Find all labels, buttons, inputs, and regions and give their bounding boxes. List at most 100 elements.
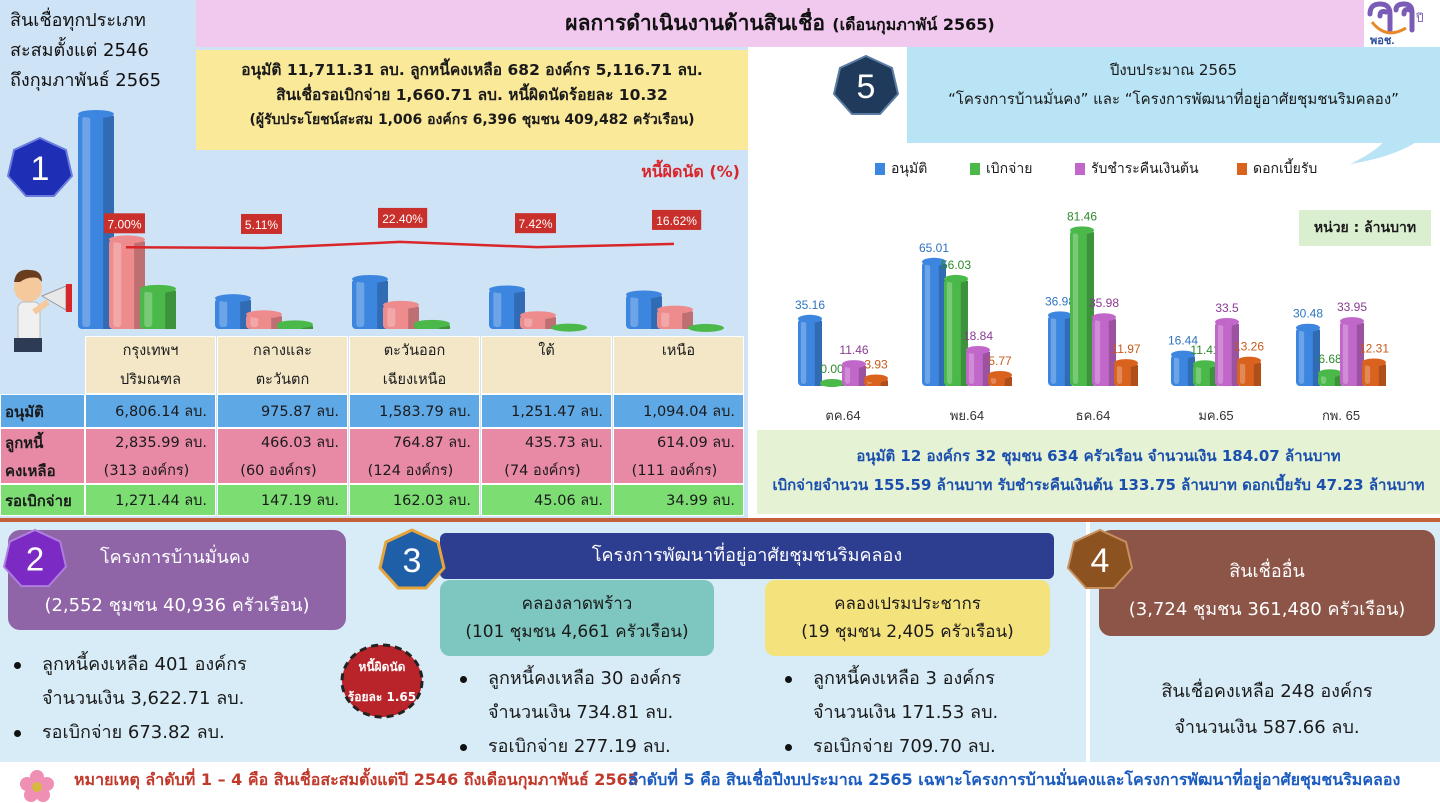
- table-cell: 147.19 ลบ.: [217, 484, 348, 516]
- section4-line2: จำนวนเงิน 587.66 ลบ.: [1174, 717, 1360, 738]
- cell-line2: (313 องค์กร): [103, 463, 190, 479]
- npl-label: 7.42%: [518, 217, 552, 231]
- bar-0-2: [1048, 311, 1072, 386]
- table-header-line1: กรุงเทพฯ: [122, 343, 179, 359]
- list-item: ลูกหนี้คงเหลือ 30 องค์กร จำนวนเงิน 734.81…: [456, 662, 756, 730]
- bar-2-1: [966, 345, 990, 386]
- x-tick-label: ธค.64: [1076, 408, 1111, 423]
- cell-line1: 466.03 ลบ.: [260, 435, 339, 451]
- bar-1-4: [657, 305, 693, 329]
- bar-1-3: [1193, 360, 1217, 386]
- data-label: 36.98: [1045, 294, 1075, 308]
- bar-3-1: [988, 370, 1012, 386]
- npl-label: 16.62%: [656, 214, 697, 228]
- bar-2-4: [688, 323, 724, 332]
- section4-details: สินเชื่อคงเหลือ 248 องค์กร จำนวนเงิน 587…: [1099, 674, 1435, 746]
- section2-subtitle: (2,552 ชุมชน 40,936 ครัวเรือน): [44, 595, 310, 616]
- cell-line1: 1,583.79 ลบ.: [379, 404, 471, 420]
- section2-bullet2: รอเบิกจ่าย 673.82 ลบ.: [42, 722, 225, 743]
- bar-2-0: [140, 284, 176, 329]
- ladprao-bullet1-line2: จำนวนเงิน 734.81 ลบ.: [488, 702, 674, 723]
- bar-3-3: [1237, 356, 1261, 386]
- table-cell: 162.03 ลบ.: [349, 484, 480, 516]
- list-item: รอเบิกจ่าย 277.19 ลบ.: [456, 730, 756, 764]
- bar-1-4: [1318, 369, 1342, 386]
- summary1-line3: (ผู้รับประโยชน์สะสม 1,006 องค์กร 6,396 ช…: [249, 112, 695, 128]
- table-cell: 1,271.44 ลบ.: [85, 484, 216, 516]
- bar-3-2: [1114, 359, 1138, 386]
- section5-callout: ปีงบประมาณ 2565 “โครงการบ้านมั่นคง” และ …: [907, 47, 1440, 143]
- bar-0-1: [215, 294, 251, 329]
- summary1-line2: สินเชื่อรอเบิกจ่าย 1,660.71 ลบ. หนี้ผิดน…: [276, 86, 668, 104]
- cell-line1: 147.19 ลบ.: [260, 493, 339, 509]
- cell-line1: 2,835.99 ลบ.: [115, 435, 207, 451]
- cell-line1: 34.99 ลบ.: [666, 493, 735, 509]
- badge5-number: 5: [857, 68, 876, 106]
- section5-number-badge: 5: [832, 54, 900, 118]
- bar-0-1: [922, 257, 946, 386]
- table-cell: 975.87 ลบ.: [217, 394, 348, 428]
- footer-note-2: ลำดับที่ 5 คือ สินเชื่อปีงบประมาณ 2565 เ…: [628, 770, 1401, 789]
- npl-label-box: [378, 207, 428, 228]
- bar-1-2: [383, 300, 419, 329]
- data-label: 13.26: [1234, 340, 1264, 354]
- flower-icon: [20, 770, 54, 802]
- section5-summary: อนุมัติ 12 องค์กร 32 ชุมชน 634 ครัวเรือน…: [757, 430, 1440, 514]
- data-label: 12.31: [1359, 341, 1389, 355]
- bar-2-2: [1092, 313, 1116, 386]
- cell-line1: 1,094.04 ลบ.: [643, 404, 735, 420]
- data-label: 81.46: [1067, 209, 1097, 223]
- bar-0-4: [626, 290, 662, 329]
- footer-note-1: หมายเหตุ ลำดับที่ 1 – 4 คือ สินเชื่อสะสม…: [74, 770, 639, 789]
- data-label: 30.48: [1293, 307, 1323, 321]
- summary5-line2: เบิกจ่ายจำนวน 155.59 ล้านบาท รับชำระคืนเ…: [772, 476, 1425, 494]
- legend-swatch: [1237, 163, 1247, 175]
- legend-swatch: [970, 163, 980, 175]
- data-label: 35.16: [795, 298, 825, 312]
- bar-2-1: [277, 320, 313, 329]
- npl-badge-text: หนี้ผิดนัด ร้อยละ 1.65: [338, 652, 426, 712]
- region-table: กรุงเทพฯ ปริมณฑล กลางและ ตะวันตก ตะวันออก เฉี…: [0, 336, 748, 518]
- table-cell: 1,094.04 ลบ.: [613, 394, 744, 428]
- row-label-line1: อนุมัติ: [5, 403, 44, 421]
- summary1-line1: อนุมัติ 11,711.31 ลบ. ลูกหนี้คงเหลือ 682…: [241, 61, 703, 79]
- table-cell: 764.87 ลบ. (124 องค์กร): [349, 428, 480, 484]
- callout-tail: [1310, 130, 1430, 164]
- bar-0-3: [489, 285, 525, 329]
- x-tick-label: มค.65: [1198, 408, 1233, 423]
- unit-label: หน่วย : ล้านบาท: [1299, 210, 1431, 246]
- npl-label-box: [104, 213, 145, 234]
- data-label: 33.95: [1337, 300, 1367, 314]
- table-header-line1: ตะวันออก: [383, 343, 446, 359]
- section3-title: โครงการพัฒนาที่อยู่อาศัยชุมชนริมคลอง: [440, 533, 1054, 579]
- table-header-line1: เหนือ: [661, 343, 696, 359]
- cell-line2: (111 องค์กร): [631, 463, 718, 479]
- badge1-number: 1: [31, 150, 50, 188]
- legend-swatch: [1075, 163, 1085, 175]
- section2-title: โครงการบ้านมั่นคง: [100, 547, 250, 568]
- list-item: รอเบิกจ่าย 709.70 ลบ.: [781, 730, 1081, 764]
- x-tick-label: พย.64: [950, 408, 984, 423]
- data-label: 11.46: [839, 343, 868, 357]
- data-label: 5.77: [988, 354, 1012, 368]
- npl-badge-circle: [340, 643, 424, 719]
- npl-label: 7.00%: [107, 217, 141, 231]
- cell-line2: (74 องค์กร): [504, 463, 581, 479]
- legend-label: ดอกเบี้ยรับ: [1253, 161, 1318, 177]
- prem-bullet1-line2: จำนวนเงิน 171.53 ลบ.: [813, 702, 999, 723]
- page-title-month: (เดือนกุมภาพัน์ 2565): [832, 15, 995, 34]
- cell-line1: 45.06 ลบ.: [534, 493, 603, 509]
- table-header-line2: ปริมณฑล: [120, 372, 181, 388]
- chart5-legend: อนุมัติ เบิกจ่าย รับชำระคืนเงินต้น ดอกเบี้ย…: [875, 158, 1395, 182]
- cell-line1: 1,271.44 ลบ.: [115, 493, 207, 509]
- bar-1-0: [109, 235, 145, 329]
- bar-0-3: [1171, 350, 1195, 386]
- table-cell: 34.99 ลบ.: [613, 484, 744, 516]
- bar-2-0: [842, 360, 866, 386]
- person-megaphone-icon: [14, 269, 72, 352]
- table-header: กรุงเทพฯปริมณฑล: [85, 336, 216, 394]
- section1-title-line3: ถึงกุมภาพันธ์ 2565: [10, 70, 162, 91]
- bar-2-3: [1215, 317, 1239, 386]
- section4-number-badge: 4: [1066, 528, 1134, 592]
- table-header-line2: ตะวันตก: [255, 372, 310, 388]
